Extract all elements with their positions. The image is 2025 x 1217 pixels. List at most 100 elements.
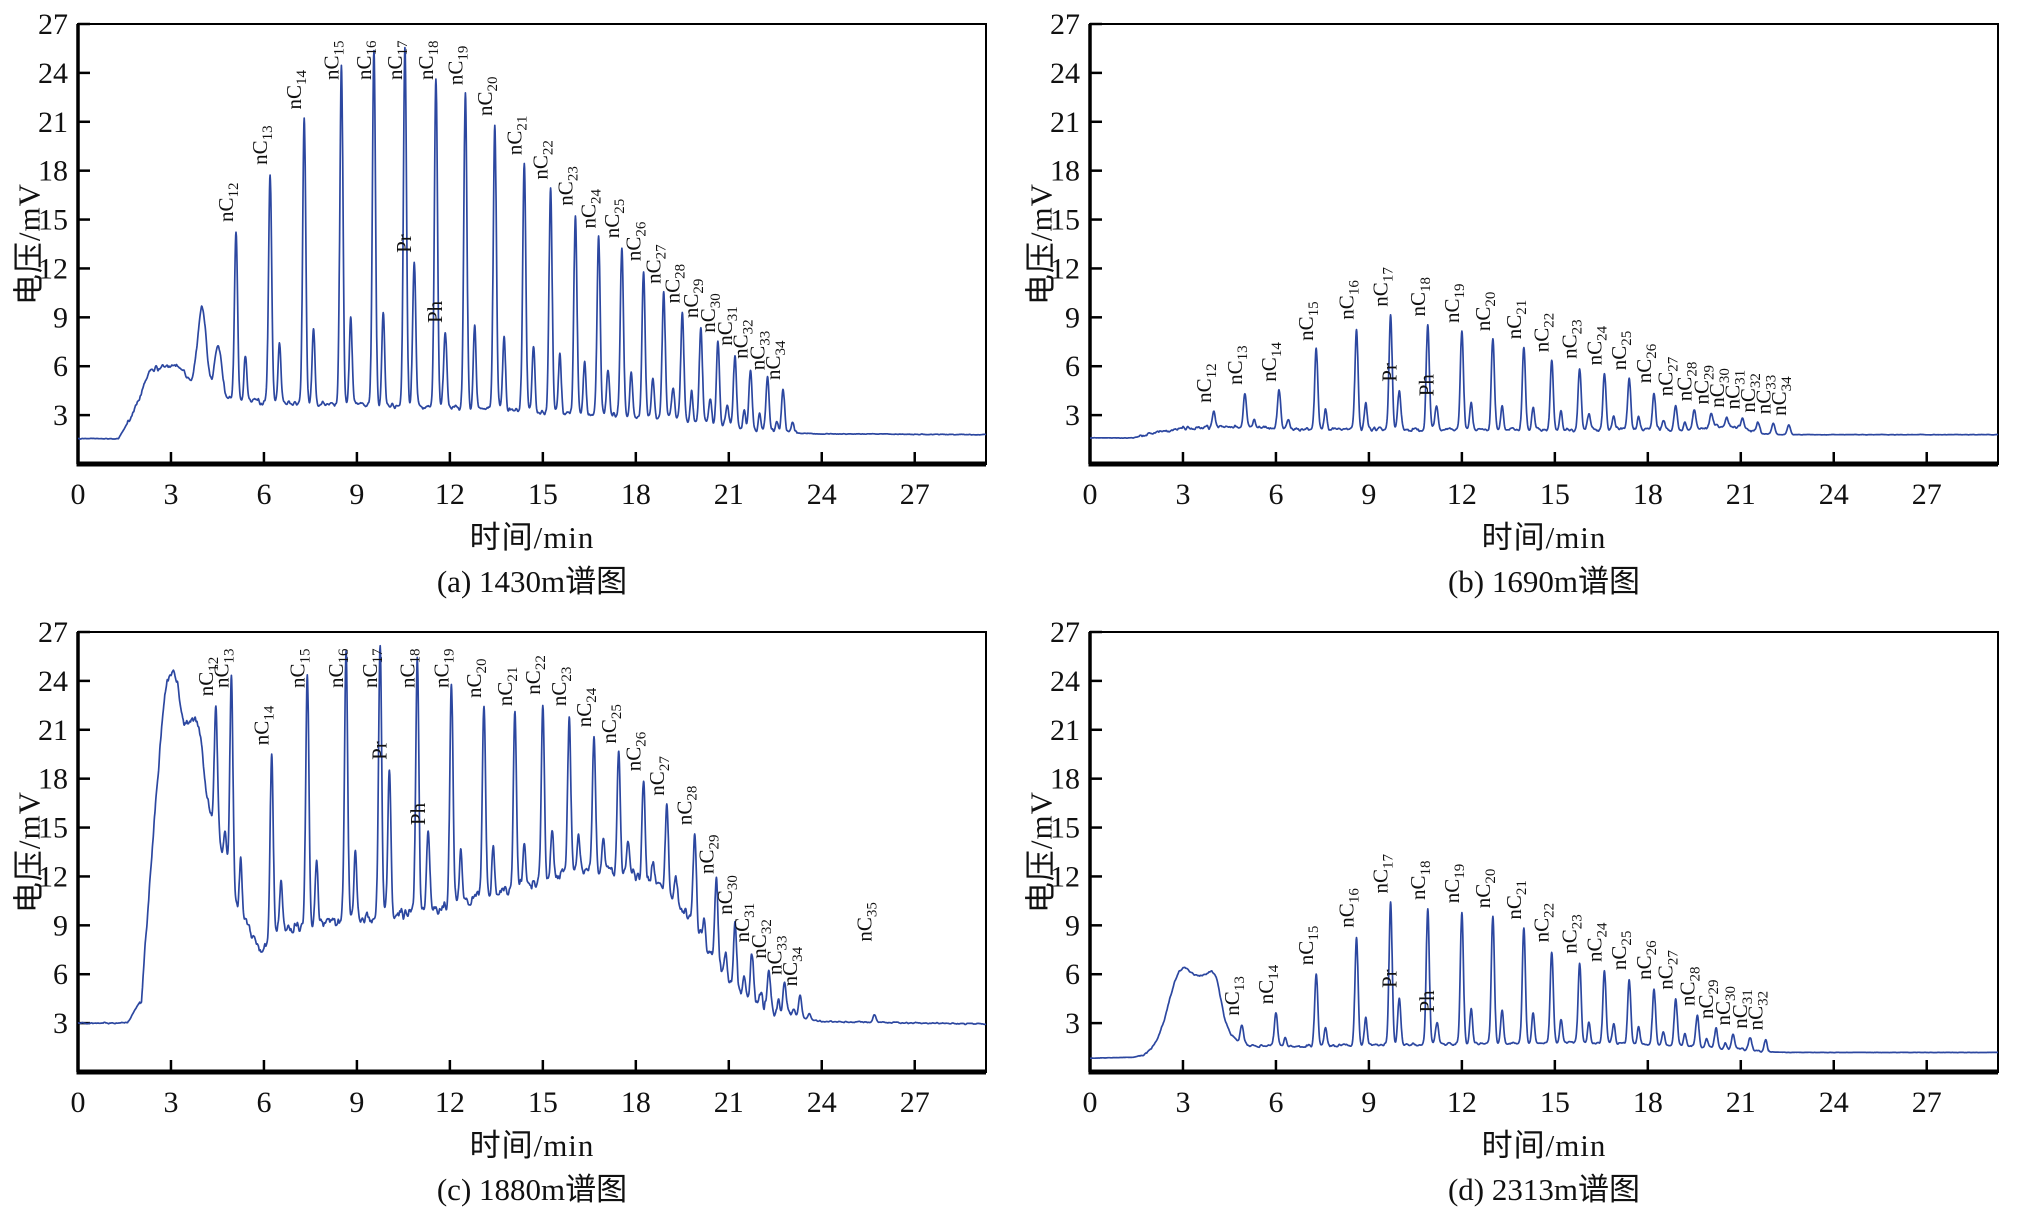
svg-text:nC30: nC30 [696, 293, 724, 333]
peak-label-nC16: nC16 [352, 40, 380, 80]
peak-label-nC13: nC13 [1223, 345, 1251, 385]
peak-label-nC22: nC22 [1530, 903, 1558, 943]
peak-label-nC25: nC25 [597, 704, 625, 744]
svg-text:nC24: nC24 [1582, 325, 1610, 365]
x-tick-label: 21 [1726, 1086, 1756, 1119]
svg-text:nC16: nC16 [324, 648, 352, 688]
svg-text:nC18: nC18 [414, 40, 442, 80]
peak-label-nC29: nC29 [694, 834, 722, 874]
svg-text:nC21: nC21 [493, 667, 521, 707]
peak-label-nC25: nC25 [1607, 331, 1635, 371]
svg-text:Ph: Ph [1415, 374, 1439, 397]
svg-text:nC17: nC17 [358, 648, 386, 688]
svg-text:nC29: nC29 [694, 834, 722, 874]
y-tick-label: 24 [38, 665, 68, 698]
peak-label-nC25: nC25 [1607, 931, 1635, 971]
y-tick-label: 24 [38, 57, 68, 90]
x-tick-label: 0 [71, 1086, 86, 1119]
x-tick-label: 18 [621, 1086, 651, 1119]
peak-label-nC13: nC13 [248, 125, 276, 165]
svg-text:nC12: nC12 [1192, 363, 1220, 403]
svg-text:nC14: nC14 [282, 69, 310, 109]
x-axis-title-a: 时间/min [469, 520, 595, 555]
svg-text:nC33: nC33 [763, 935, 791, 975]
svg-text:nC22: nC22 [529, 140, 557, 180]
plot-border [77, 631, 987, 1073]
peak-label-nC15: nC15 [285, 648, 313, 688]
peak-label-nC14: nC14 [1254, 964, 1282, 1004]
y-tick-label: 12 [1050, 252, 1080, 285]
y-tick-label: 9 [1065, 301, 1080, 334]
svg-text:nC23: nC23 [553, 166, 581, 206]
y-tick-label: 3 [53, 1007, 68, 1040]
svg-text:nC20: nC20 [473, 76, 501, 116]
svg-text:nC13: nC13 [1223, 345, 1251, 385]
x-tick-label: 6 [256, 1086, 271, 1119]
chromatogram-trace [77, 644, 987, 1026]
x-tick-label: 3 [163, 1086, 178, 1119]
svg-text:nC29: nC29 [1694, 979, 1722, 1019]
y-tick-label: 15 [1050, 204, 1080, 237]
peak-label-nC23: nC23 [1558, 319, 1586, 359]
y-tick-label: 6 [1065, 350, 1080, 383]
y-tick-label: 27 [38, 8, 68, 41]
y-tick-label: 21 [1050, 714, 1080, 747]
y-tick-label: 21 [38, 714, 68, 747]
svg-text:nC32: nC32 [1744, 991, 1772, 1031]
svg-text:nC16: nC16 [1335, 280, 1363, 320]
svg-text:nC19: nC19 [1440, 283, 1468, 323]
svg-text:nC16: nC16 [352, 40, 380, 80]
peak-label-nC14: nC14 [250, 705, 278, 745]
svg-text:nC16: nC16 [1335, 888, 1363, 928]
panel-caption-b: (b) 1690m谱图 [1447, 564, 1640, 599]
peak-label-nC29: nC29 [1694, 979, 1722, 1019]
y-tick-label: 24 [1050, 665, 1080, 698]
panel-caption-d: (d) 2313m谱图 [1447, 1172, 1640, 1207]
peak-label-nC27: nC27 [1654, 356, 1682, 396]
svg-text:Ph: Ph [1415, 990, 1439, 1013]
svg-text:nC15: nC15 [285, 648, 313, 688]
svg-text:nC14: nC14 [1254, 964, 1282, 1004]
chromatogram-plot-d: 3 6 9 12 15 18 21 24 27 0 3 6 9 12 15 18 21 24 27 nC13 nC14 n… [1050, 616, 1999, 1119]
panel-b: 电压/mV 3 6 9 12 15 18 21 24 27 0 3 6 9 12 15 18 21 24 27 nC1… [1012, 0, 2024, 608]
y-tick-label: 21 [38, 106, 68, 139]
peak-label-nC23: nC23 [553, 166, 581, 206]
chromatogram-trace [1089, 313, 1999, 439]
panel-caption-a: (a) 1430m谱图 [436, 564, 628, 599]
x-tick-label: 9 [1361, 478, 1376, 511]
peak-label-nC15: nC15 [319, 40, 347, 80]
peak-label-nC23: nC23 [547, 667, 575, 707]
peak-label-nC32: nC32 [1744, 991, 1772, 1031]
svg-text:nC18: nC18 [1406, 860, 1434, 900]
svg-text:Pr: Pr [1377, 969, 1401, 988]
x-tick-label: 18 [1633, 1086, 1663, 1119]
peak-label-nC34: nC34 [761, 340, 789, 380]
svg-text:nC32: nC32 [1736, 373, 1764, 413]
svg-text:nC28: nC28 [673, 786, 701, 826]
peak-label-Ph: Ph [1415, 374, 1439, 397]
x-tick-label: 0 [1083, 1086, 1098, 1119]
svg-text:nC26: nC26 [622, 731, 650, 771]
x-tick-label: 27 [900, 478, 930, 511]
svg-text:nC18: nC18 [395, 648, 423, 688]
peak-label-nC20: nC20 [473, 76, 501, 116]
svg-text:nC27: nC27 [1654, 356, 1682, 396]
peak-label-Ph: Ph [423, 300, 447, 323]
y-tick-label: 27 [38, 616, 68, 649]
x-tick-label: 21 [1726, 478, 1756, 511]
x-tick-label: 15 [528, 1086, 558, 1119]
svg-text:nC27: nC27 [645, 756, 673, 796]
peak-label-nC20: nC20 [1471, 869, 1499, 909]
svg-text:Pr: Pr [1377, 363, 1401, 382]
peak-label-nC20: nC20 [1471, 292, 1499, 332]
svg-text:nC33: nC33 [746, 331, 774, 371]
svg-text:nC13: nC13 [209, 648, 237, 688]
svg-text:nC22: nC22 [1530, 313, 1558, 353]
y-tick-label: 18 [38, 763, 68, 796]
peak-label-nC24: nC24 [572, 687, 600, 727]
x-tick-label: 12 [1447, 1086, 1477, 1119]
x-tick-label: 3 [1175, 1086, 1190, 1119]
x-tick-label: 24 [1819, 1086, 1849, 1119]
